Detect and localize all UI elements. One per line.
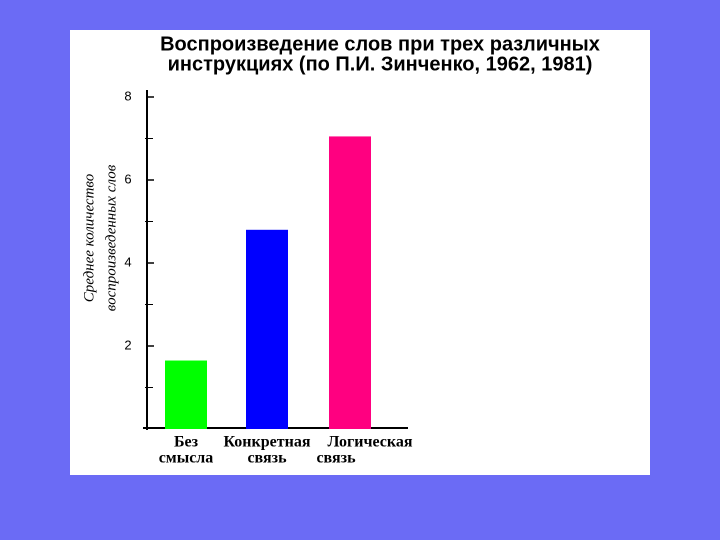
x-tick-label: связь xyxy=(316,450,356,467)
x-tick-label: Логическая xyxy=(327,434,412,451)
y-tick-label: 6 xyxy=(124,171,131,186)
bar xyxy=(329,136,371,430)
chart-title: Воспроизведение слов при трех различных xyxy=(160,33,600,55)
bar xyxy=(246,229,288,429)
x-tick-label: Конкретная xyxy=(224,434,311,451)
x-tick-label: Без xyxy=(174,434,199,451)
y-tick-label: 2 xyxy=(124,337,131,352)
y-axis-label: воспроизведенных слов xyxy=(103,164,119,311)
chart-title: инструкциях (по П.И. Зинченко, 1962, 198… xyxy=(168,53,593,75)
y-tick-label: 4 xyxy=(124,254,131,269)
bar xyxy=(165,360,207,429)
y-tick-label: 8 xyxy=(124,88,131,103)
x-tick-label: смысла xyxy=(159,450,214,467)
x-tick-label: связь xyxy=(247,450,287,467)
y-axis-label: Среднее количество xyxy=(81,173,97,302)
